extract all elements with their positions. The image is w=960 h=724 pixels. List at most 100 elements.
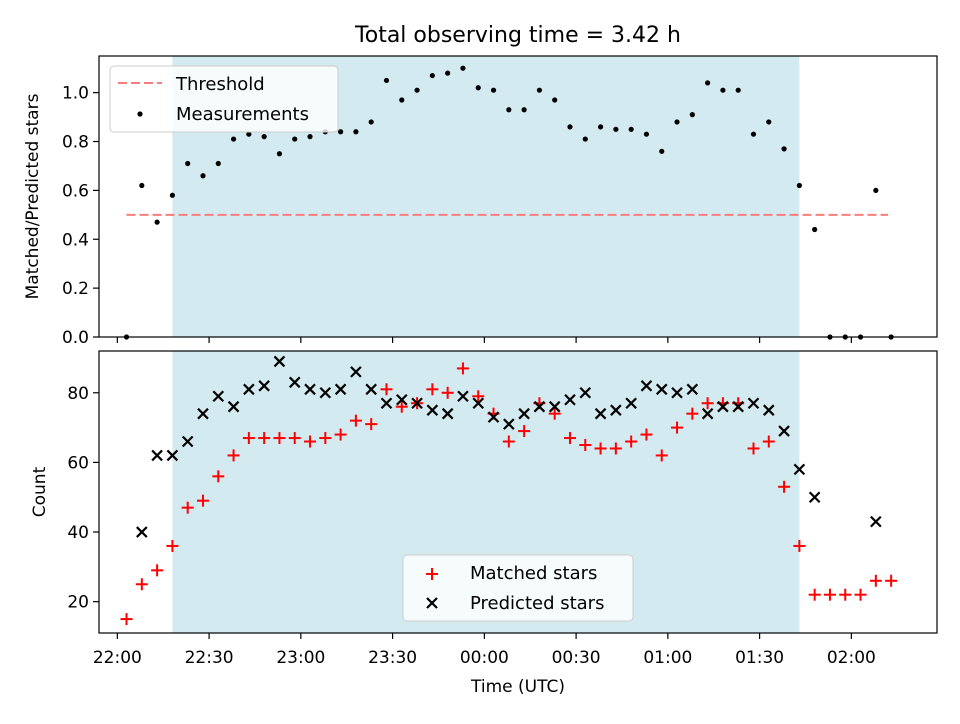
count-y-tick-label: 80 [67,384,89,404]
matched-star-marker [762,435,775,448]
predicted-star-marker [518,407,530,420]
measurement-point [414,87,420,93]
matched-star-marker [273,432,286,445]
predicted-star-marker [457,390,469,403]
predicted-star-marker [625,397,637,410]
measurement-point [475,85,481,91]
predicted-star-marker [212,390,225,403]
predicted-star-marker-b [732,400,744,413]
ratio-panel: 0.0 0.2 0.4 0.6 0.8 1.0 Matched/Predicted sta… [23,55,938,348]
predicted-star-marker-b [426,404,439,416]
predicted-star-marker-b [166,449,179,462]
measurement-point [368,119,374,125]
matched-star-marker [380,383,393,396]
predicted-star-marker-b [380,397,393,410]
matched-star-marker [242,432,255,445]
matched-star-marker [609,442,622,455]
predicted-star-marker [472,397,485,410]
ratio-y-axis-label: Matched/Predicted stars [23,93,43,299]
matched-stars-points [120,362,898,626]
predicted-star-marker [350,366,362,378]
predicted-star-marker-b [701,407,714,420]
predicted-star-marker [304,383,316,396]
matched-star-marker [212,470,225,483]
matched-star-marker [166,539,179,552]
predicted-star-marker-b [441,407,454,420]
predicted-star-marker-b [288,376,301,389]
matched-star-marker [640,428,653,441]
predicted-star-marker [365,383,377,396]
predicted-star-marker [655,383,668,396]
ratio-y-tick-label: 1.0 [62,84,89,104]
predicted-star-marker [610,404,622,416]
predicted-star-marker-b [365,383,377,396]
predicted-star-marker-b [181,435,194,448]
matched-star-marker [258,432,271,445]
matched-star-marker [854,588,867,601]
predicted-star-marker [334,383,347,396]
measurement-point [597,124,604,130]
measurement-point [674,119,680,125]
measurement-point [567,124,573,130]
measurement-point [383,77,390,84]
ratio-y-tick-label: 0.4 [62,230,89,250]
predicted-star-marker-b [304,383,316,396]
legend-predicted-swatch [426,597,438,609]
matched-star-marker [625,435,638,448]
measurement-point [582,136,588,142]
predicted-star-marker-b [655,383,668,396]
matched-star-marker [518,425,531,438]
matched-star-marker [594,442,607,455]
predicted-star-marker [793,463,806,476]
predicted-star-marker [747,397,760,410]
predicted-star-marker [151,449,163,462]
matched-star-marker [869,574,882,587]
predicted-star-marker [564,393,576,406]
predicted-star-marker [503,418,515,430]
matched-star-marker [671,421,684,434]
time-x-axis-label: Time (UTC) [470,677,565,697]
count-legend-box [402,554,634,622]
measurement-point [750,131,757,137]
predicted-star-marker [671,386,683,399]
predicted-star-marker-b [747,397,760,410]
ratio-y-tick-label: 0.6 [62,181,89,201]
measurement-point [643,131,650,137]
count-x-tick-label: 00:00 [460,648,509,668]
matched-star-marker [288,432,301,445]
predicted-star-marker-b [594,407,607,420]
predicted-star-marker [686,383,699,396]
count-x-tick-label: 00:30 [552,648,601,668]
predicted-star-marker [197,407,209,420]
ratio-legend-box [109,65,339,133]
count-legend: Matched stars Predicted stars [402,554,634,622]
predicted-star-marker [763,404,775,416]
predicted-star-marker-b [533,400,546,413]
measurement-point [796,182,802,189]
count-axes-frame [98,350,938,634]
ratio-y-tick-label: 0.2 [62,279,89,299]
predicted-star-marker-b [136,526,148,538]
measurement-point [766,119,772,125]
predicted-star-marker-b [763,404,775,416]
ratio-legend: Threshold Measurements [109,65,339,133]
matched-star-marker [701,397,714,410]
predicted-star-marker-b [579,386,592,399]
predicted-star-marker-b [457,390,469,403]
measurement-point [154,219,160,225]
predicted-star-marker-b [503,418,515,430]
predicted-star-marker [778,425,790,437]
measurement-point [873,187,879,193]
predicted-star-marker [380,397,393,410]
predicted-star-marker-b [548,400,561,413]
measurement-point [399,97,405,103]
ratio-y-tick-label: 0.8 [62,133,89,153]
matched-star-marker [563,432,576,445]
predicted-star-marker [701,407,714,420]
predicted-star-marker [594,407,607,420]
matched-star-marker [778,480,791,493]
measurement-point [200,173,206,179]
predicted-star-marker-b [472,397,485,410]
matched-star-marker [839,588,852,601]
